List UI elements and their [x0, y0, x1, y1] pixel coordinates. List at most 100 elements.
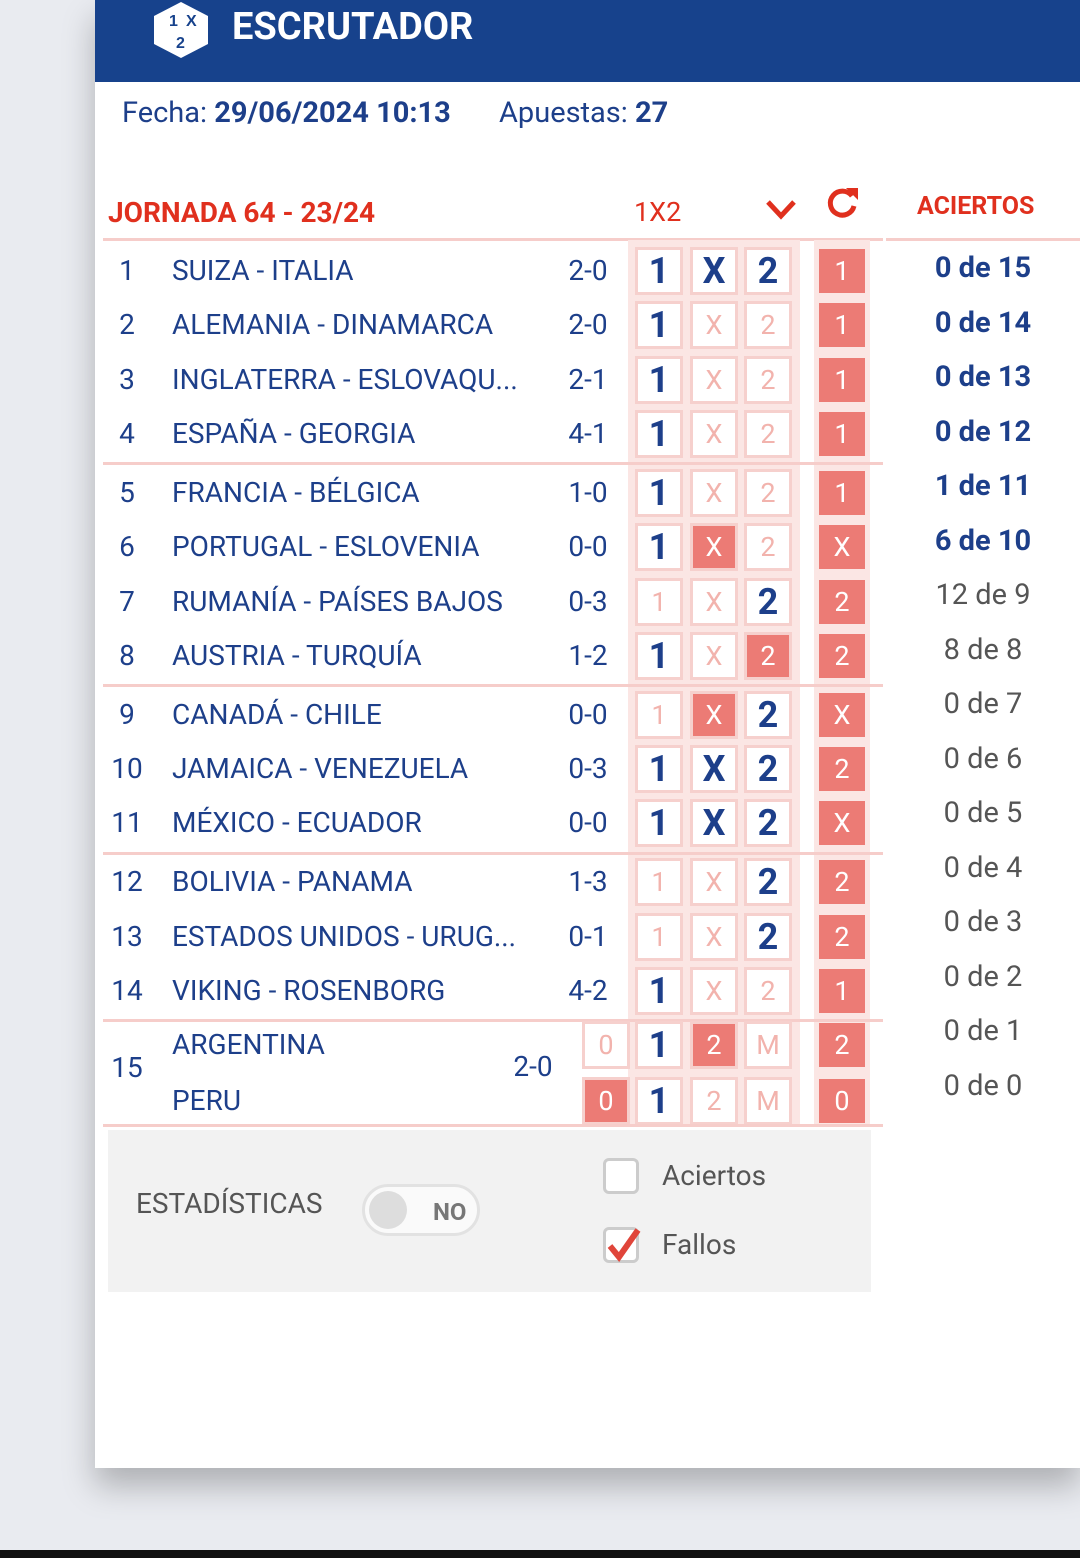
- pick-cell: 1: [635, 1021, 683, 1069]
- fecha-label: Fecha:: [122, 96, 208, 130]
- score: 2-0: [568, 254, 608, 287]
- divider: [103, 238, 883, 241]
- pick-cell: X: [690, 799, 738, 848]
- svg-text:2: 2: [176, 35, 185, 52]
- pick-cell: 1: [635, 858, 683, 907]
- pick-cell: X: [690, 523, 738, 572]
- result-cell: 1: [819, 357, 865, 402]
- row-number: 11: [111, 806, 143, 840]
- match-name: MÉXICO - ECUADOR: [172, 806, 422, 840]
- score: 1-2: [568, 638, 608, 672]
- aciertos-value: 0 de 1: [943, 1014, 1023, 1048]
- result-cell: 2: [819, 1023, 865, 1067]
- pick-cell: 1: [635, 301, 683, 350]
- refresh-icon[interactable]: [824, 184, 860, 220]
- apuestas-label: Apuestas:: [499, 96, 628, 130]
- pick-cell: X: [690, 409, 738, 458]
- pick-cell: 2: [690, 1021, 738, 1069]
- row-number: 4: [119, 416, 135, 450]
- checkbox-label[interactable]: Fallos: [662, 1228, 737, 1261]
- pick-cell: X: [690, 577, 738, 626]
- pick-cell: 2: [744, 468, 792, 517]
- aciertos-value: 0 de 2: [943, 959, 1023, 994]
- match-name: BOLIVIA - PANAMA: [172, 865, 413, 899]
- row-number: 5: [119, 475, 135, 509]
- pick-cell: M: [744, 1021, 792, 1069]
- pick-cell: X: [690, 745, 738, 794]
- pick-cell: 1: [635, 745, 683, 794]
- jornada: JORNADA 64 - 23/24: [108, 196, 376, 229]
- aciertos-value: 8 de 8: [943, 632, 1023, 667]
- stats-toggle[interactable]: NO: [362, 1184, 480, 1236]
- score: 4-1: [568, 416, 608, 450]
- bottom-bar: [0, 1550, 1080, 1558]
- pick-cell: 2: [744, 799, 792, 848]
- row-number: 15: [111, 1051, 143, 1084]
- score: 2-1: [568, 362, 608, 396]
- divider: [103, 851, 883, 855]
- match-name: JAMAICA - VENEZUELA: [172, 752, 469, 786]
- dropdown-icon[interactable]: [764, 198, 798, 222]
- match-name: RUMANÍA - PAÍSES BAJOS: [172, 584, 503, 618]
- aciertos-value: 1 de 11: [934, 469, 1032, 503]
- pick-cell: 0: [582, 1077, 630, 1125]
- divider: [103, 462, 883, 466]
- pick-cell: 2: [690, 1077, 738, 1125]
- stats-label: ESTADÍSTICAS: [136, 1187, 323, 1220]
- pick-cell: 2: [744, 690, 792, 739]
- match-name: INGLATERRA - ESLOVAQU...: [172, 362, 518, 396]
- result-cell: 2: [819, 747, 865, 792]
- aciertos-value: 0 de 4: [943, 850, 1023, 885]
- result-cell: X: [819, 801, 865, 846]
- team-name: ARGENTINA: [172, 1028, 325, 1061]
- row-number: 13: [111, 919, 143, 953]
- pick-cell: 1: [635, 690, 683, 739]
- pick-cell: X: [690, 912, 738, 961]
- team-name: PERU: [172, 1084, 241, 1117]
- checkbox[interactable]: [603, 1227, 641, 1263]
- checkbox-label[interactable]: Aciertos: [662, 1159, 767, 1192]
- match-name: ESPAÑA - GEORGIA: [172, 416, 416, 450]
- divider: [886, 238, 1080, 241]
- pick-cell: 2: [744, 523, 792, 572]
- result-cell: X: [819, 525, 865, 570]
- aciertos-value: 12 de 9: [935, 578, 1031, 612]
- pick-cell: X: [690, 967, 738, 1015]
- pick-cell: X: [690, 468, 738, 517]
- score: 0-1: [568, 919, 608, 953]
- pick-cell: 2: [744, 301, 792, 350]
- score: 4-2: [568, 974, 608, 1007]
- row-number: 9: [119, 697, 135, 731]
- aciertos-value: 0 de 6: [943, 741, 1023, 776]
- score: 1-0: [568, 475, 608, 509]
- row-number: 7: [119, 584, 135, 618]
- pick-cell: X: [690, 301, 738, 350]
- pick-cell: 2: [744, 577, 792, 626]
- result-cell: 0: [819, 1079, 865, 1123]
- pick-cell: 2: [744, 631, 792, 680]
- score: 2-0: [568, 308, 608, 342]
- aciertos-value: 0 de 15: [934, 251, 1032, 285]
- apuestas: Apuestas: 27: [499, 96, 668, 130]
- result-cell: 1: [819, 470, 865, 515]
- result-cell: 2: [819, 633, 865, 678]
- logo: 1 X 2: [154, 2, 208, 58]
- pick-cell: 2: [744, 912, 792, 961]
- score: 2-0: [513, 1050, 553, 1083]
- row-number: 12: [111, 865, 143, 899]
- pick-cell: 1: [635, 523, 683, 572]
- checkbox[interactable]: [603, 1158, 639, 1194]
- aciertos-header: ACIERTOS: [917, 192, 1035, 221]
- aciertos-value: 0 de 3: [943, 905, 1023, 939]
- match-name: ESTADOS UNIDOS - URUG...: [172, 919, 517, 953]
- result-cell: 1: [819, 969, 865, 1013]
- pick-cell: 1: [635, 799, 683, 848]
- aciertos-value: 0 de 0: [943, 1068, 1023, 1103]
- toggle-label: NO: [433, 1198, 467, 1226]
- pick-cell: 2: [744, 967, 792, 1015]
- svg-text:X: X: [186, 13, 197, 30]
- row-number: 14: [111, 974, 143, 1007]
- result-cell: X: [819, 692, 865, 737]
- svg-text:1: 1: [169, 13, 178, 30]
